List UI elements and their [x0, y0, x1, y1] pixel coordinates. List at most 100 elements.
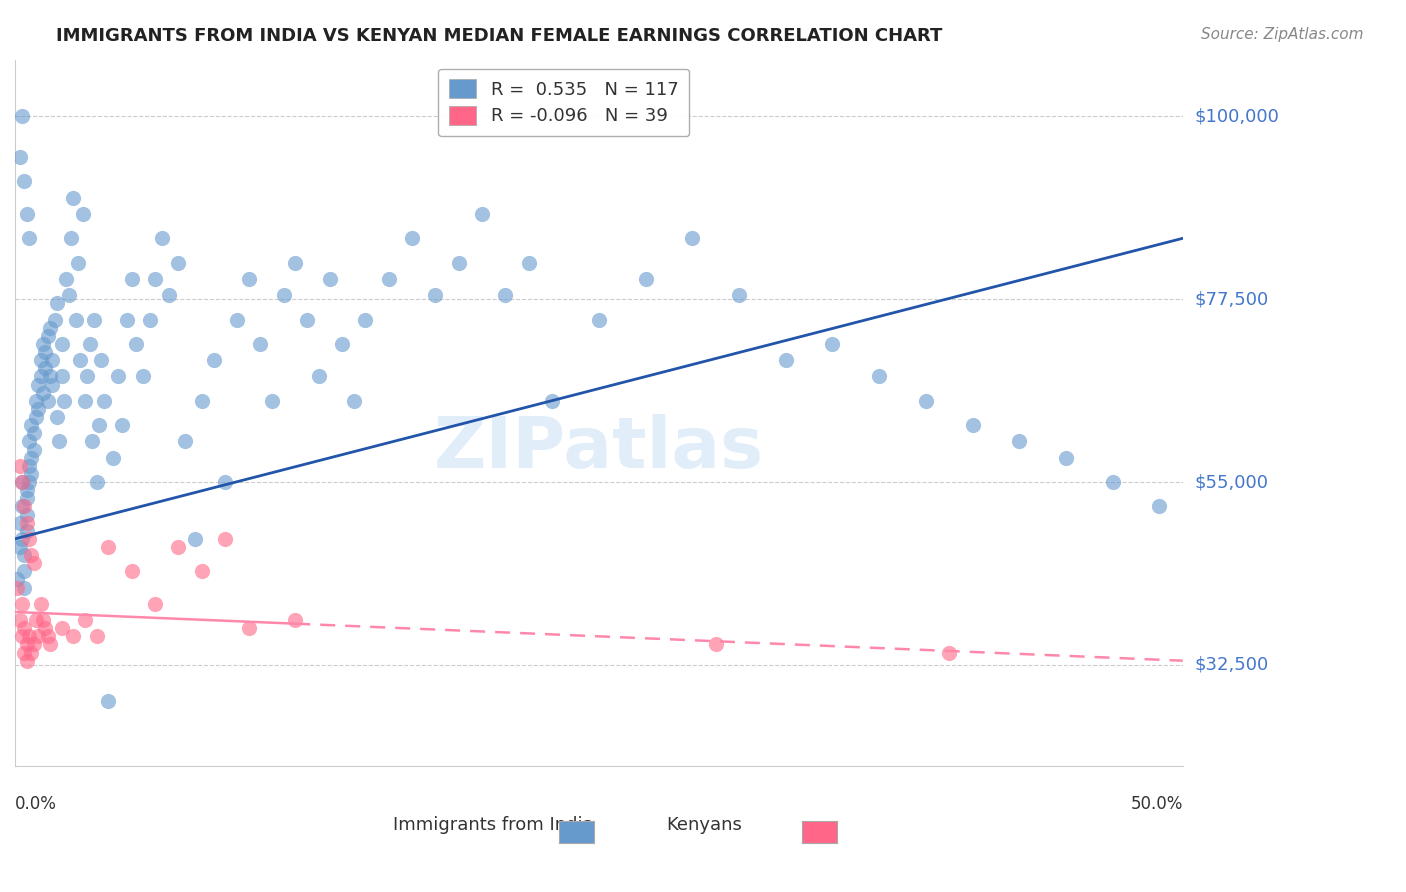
- Point: [214, 532, 236, 546]
- Point: [51, 369, 73, 384]
- Point: [37, 629, 59, 643]
- Text: 50.0%: 50.0%: [1130, 795, 1182, 813]
- Point: [13, 174, 35, 188]
- Point: [20, 646, 42, 660]
- Point: [174, 434, 197, 449]
- Point: [260, 393, 283, 408]
- Point: [15, 638, 38, 652]
- Text: 0.0%: 0.0%: [15, 795, 56, 813]
- Point: [517, 255, 540, 269]
- Point: [634, 272, 657, 286]
- Point: [32, 337, 55, 351]
- Point: [1008, 434, 1031, 449]
- Point: [494, 288, 516, 302]
- Point: [8, 516, 31, 530]
- Point: [284, 613, 307, 627]
- Point: [25, 613, 48, 627]
- Point: [962, 418, 984, 433]
- Point: [51, 621, 73, 635]
- Point: [41, 377, 63, 392]
- Point: [69, 353, 91, 368]
- Point: [25, 410, 48, 425]
- Point: [938, 646, 960, 660]
- Point: [27, 377, 49, 392]
- Point: [20, 548, 42, 562]
- Point: [18, 532, 41, 546]
- Point: [101, 450, 124, 465]
- Point: [191, 565, 214, 579]
- Point: [13, 500, 35, 514]
- Point: [15, 654, 38, 668]
- Point: [143, 597, 166, 611]
- Point: [32, 385, 55, 400]
- Point: [37, 328, 59, 343]
- Point: [20, 467, 42, 481]
- Point: [39, 320, 62, 334]
- Point: [97, 540, 120, 554]
- Point: [11, 629, 34, 643]
- Point: [30, 597, 52, 611]
- Point: [401, 231, 423, 245]
- Point: [167, 540, 190, 554]
- Point: [115, 312, 138, 326]
- Text: Source: ZipAtlas.com: Source: ZipAtlas.com: [1201, 27, 1364, 42]
- Point: [86, 475, 108, 489]
- Point: [11, 500, 34, 514]
- Point: [97, 694, 120, 708]
- Point: [30, 369, 52, 384]
- Point: [22, 426, 45, 441]
- Point: [914, 393, 936, 408]
- Point: [471, 207, 494, 221]
- Point: [225, 312, 247, 326]
- Point: [65, 312, 87, 326]
- Point: [15, 516, 38, 530]
- Point: [295, 312, 318, 326]
- Point: [8, 458, 31, 473]
- Point: [80, 434, 103, 449]
- Point: [60, 231, 83, 245]
- Point: [377, 272, 399, 286]
- Point: [11, 475, 34, 489]
- Point: [8, 613, 31, 627]
- Point: [157, 288, 180, 302]
- Point: [27, 401, 49, 416]
- Point: [46, 296, 69, 310]
- Point: [8, 150, 31, 164]
- Point: [1101, 475, 1123, 489]
- Point: [139, 312, 162, 326]
- Point: [202, 353, 225, 368]
- Point: [343, 393, 366, 408]
- Point: [6, 581, 28, 595]
- Point: [330, 337, 353, 351]
- Point: [58, 288, 80, 302]
- Text: Kenyans: Kenyans: [666, 816, 742, 834]
- Point: [308, 369, 330, 384]
- Point: [13, 646, 35, 660]
- Legend: R =  0.535   N = 117, R = -0.096   N = 39: R = 0.535 N = 117, R = -0.096 N = 39: [439, 69, 689, 136]
- Point: [20, 450, 42, 465]
- Point: [22, 556, 45, 570]
- Point: [8, 540, 31, 554]
- Text: $32,500: $32,500: [1195, 656, 1268, 673]
- Point: [11, 475, 34, 489]
- Point: [11, 597, 34, 611]
- Point: [37, 393, 59, 408]
- Point: [39, 638, 62, 652]
- Text: ZIPatlas: ZIPatlas: [434, 414, 763, 483]
- Point: [34, 345, 56, 359]
- Point: [821, 337, 844, 351]
- Point: [18, 475, 41, 489]
- Point: [72, 207, 94, 221]
- Point: [11, 532, 34, 546]
- Point: [22, 442, 45, 457]
- Point: [15, 524, 38, 538]
- Point: [86, 629, 108, 643]
- Point: [22, 638, 45, 652]
- Text: $77,500: $77,500: [1195, 290, 1268, 309]
- Point: [79, 337, 101, 351]
- Point: [83, 312, 105, 326]
- Point: [6, 573, 28, 587]
- Point: [121, 565, 143, 579]
- Point: [76, 369, 98, 384]
- Point: [354, 312, 377, 326]
